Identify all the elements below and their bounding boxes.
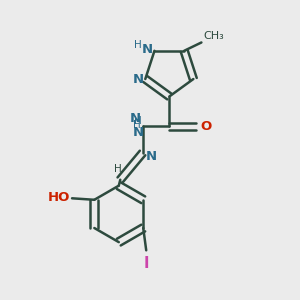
Text: O: O: [200, 120, 212, 133]
Text: N: N: [133, 126, 144, 139]
Text: N: N: [142, 43, 153, 56]
Text: N: N: [146, 150, 157, 163]
Text: N: N: [132, 74, 143, 86]
Text: HO: HO: [47, 191, 70, 204]
Text: H: H: [134, 116, 142, 126]
Text: H: H: [133, 120, 141, 130]
Text: H: H: [134, 40, 141, 50]
Text: H: H: [114, 164, 122, 174]
Text: I: I: [143, 256, 149, 271]
Text: N: N: [130, 112, 141, 125]
Text: CH₃: CH₃: [204, 31, 224, 41]
